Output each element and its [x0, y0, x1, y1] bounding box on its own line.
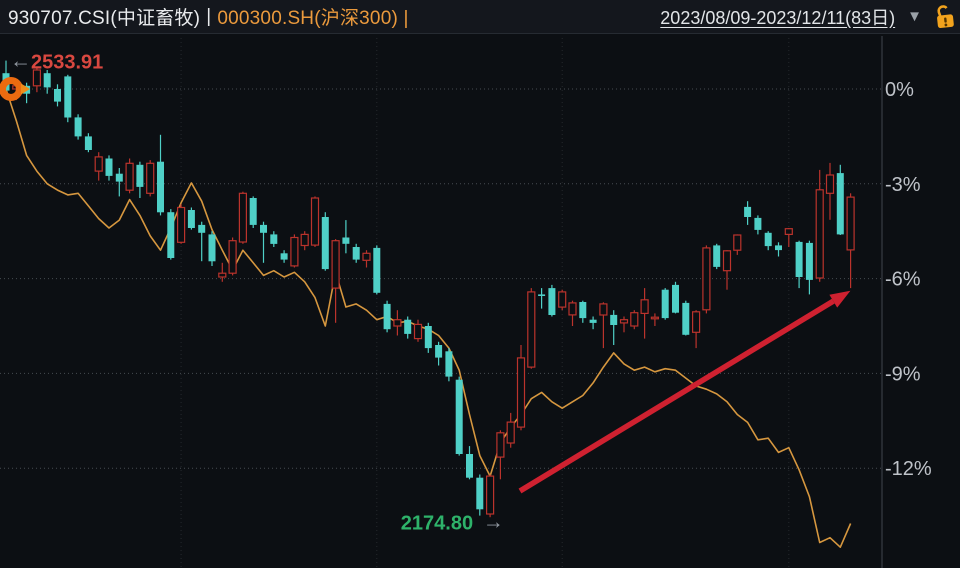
svg-text:-3%: -3% — [885, 174, 921, 196]
high-price-label: ← 2533.91 — [10, 50, 103, 74]
series-start-marker-icon — [0, 77, 30, 101]
benchmark-symbol-label[interactable]: 000300.SH(沪深300) | — [217, 8, 409, 29]
trend-arrow-annotation — [518, 290, 851, 494]
svg-text:-6%: -6% — [885, 269, 921, 291]
header-right-controls: 2023/08/09-2023/12/11(83日) ▼ — [660, 4, 956, 30]
svg-text:-9%: -9% — [885, 363, 921, 385]
lock-icon[interactable] — [933, 3, 957, 29]
svg-text:-12%: -12% — [885, 458, 932, 480]
y-axis-labels: 0% -3% -6% -9% -12% — [885, 79, 932, 480]
svg-text:←: ← — [10, 50, 31, 73]
chevron-down-icon[interactable]: ▼ — [907, 8, 922, 25]
chart-title: 930707.CSI(中证畜牧) | 000300.SH(沪深300) | — [8, 3, 409, 30]
chart-header: 930707.CSI(中证畜牧) | 000300.SH(沪深300) | 20… — [0, 0, 960, 34]
benchmark-line-series — [5, 88, 852, 549]
y-axis-grid — [0, 36, 883, 568]
svg-text:2174.80: 2174.80 — [401, 513, 473, 535]
candlestick-series — [2, 60, 855, 518]
svg-text:0%: 0% — [885, 79, 914, 101]
svg-text:2533.91: 2533.91 — [31, 52, 103, 74]
date-range-selector[interactable]: 2023/08/09-2023/12/11(83日) — [660, 7, 896, 28]
low-price-label: 2174.80 → — [401, 511, 504, 535]
title-separator: | — [206, 5, 212, 27]
primary-symbol-label[interactable]: 930707.CSI(中证畜牧) — [8, 8, 201, 29]
svg-text:→: → — [483, 511, 504, 534]
